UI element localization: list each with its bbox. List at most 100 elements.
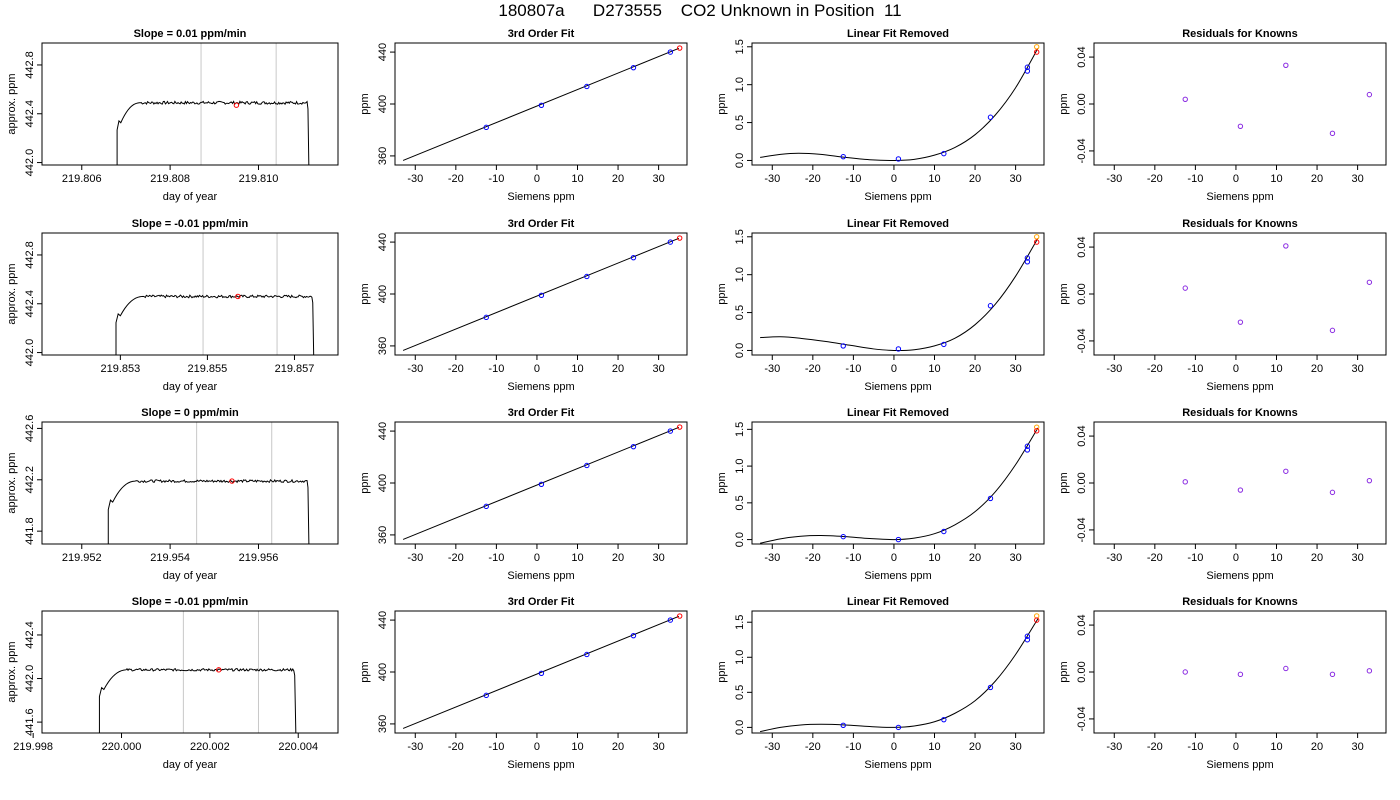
panel-title: 3rd Order Fit — [508, 28, 575, 40]
x-tick-label: 0 — [534, 173, 540, 185]
known-point — [667, 428, 674, 434]
y-axis-label: ppm — [359, 93, 371, 114]
x-tick-label: 30 — [1009, 552, 1021, 564]
x-tick-label: 219.808 — [150, 173, 190, 185]
panel-title: Residuals for Knowns — [1182, 407, 1298, 419]
fit-curve-line — [760, 618, 1039, 733]
fit-curve-line — [760, 238, 1039, 351]
known-point — [584, 651, 590, 658]
residual-point — [1237, 671, 1244, 678]
x-axis-label: Siemens ppm — [864, 570, 931, 582]
x-tick-label: -10 — [845, 363, 861, 375]
plot-area — [760, 424, 1040, 544]
panel-title: Residuals for Knowns — [1182, 28, 1298, 40]
residual-point — [1237, 487, 1244, 493]
known-point — [895, 536, 902, 543]
known-point — [483, 692, 489, 699]
y-tick-label: 442.2 — [24, 466, 36, 494]
plot-area — [402, 613, 683, 729]
y-tick-label: 441.8 — [24, 517, 36, 545]
known-point — [1024, 259, 1031, 265]
panel-title: Linear Fit Removed — [847, 28, 949, 40]
y-axis-label: ppm — [716, 93, 728, 114]
x-axis-label: Siemens ppm — [507, 570, 574, 582]
known-point — [1024, 447, 1031, 453]
x-tick-label: 20 — [612, 741, 624, 753]
plot-area — [402, 45, 683, 161]
panel-title: Slope = -0.01 ppm/min — [132, 218, 249, 230]
x-tick-label: 219.810 — [239, 173, 279, 185]
residual-point — [1237, 123, 1244, 129]
x-tick-label: 30 — [652, 552, 664, 564]
x-tick-label: 10 — [928, 741, 940, 753]
plot-frame — [751, 610, 1045, 734]
y-tick-label: 0.00 — [1076, 93, 1088, 114]
panel-title: Linear Fit Removed — [847, 407, 949, 419]
y-tick-label: -0.04 — [1076, 138, 1088, 163]
known-point — [1024, 64, 1031, 70]
y-tick-label: 1.0 — [734, 267, 746, 282]
x-tick-label: -20 — [1147, 552, 1163, 564]
y-axis-label: ppm — [1058, 661, 1070, 682]
x-tick-label: 10 — [571, 741, 583, 753]
x-tick-label: -20 — [448, 552, 464, 564]
x-tick-label: -30 — [764, 363, 780, 375]
x-axis-label: Siemens ppm — [507, 759, 574, 771]
y-tick-label: 442.4 — [24, 100, 36, 128]
mean-point — [229, 478, 235, 484]
x-tick-label: -20 — [448, 173, 464, 185]
x-tick-label: 219.952 — [62, 552, 102, 564]
panel-title: Residuals for Knowns — [1182, 218, 1298, 230]
x-tick-label: 30 — [1351, 741, 1363, 753]
x-tick-label: 0 — [1233, 552, 1239, 564]
known-point — [483, 124, 489, 131]
x-tick-label: 30 — [1351, 552, 1363, 564]
plot-area — [1182, 468, 1373, 496]
panel-0-1: 3rd Order Fit -30 -20 -10 0 10 20 30 360 400 440 Si… — [359, 28, 688, 203]
x-tick-label: 0 — [1233, 173, 1239, 185]
known-point — [630, 632, 637, 639]
residual-point — [1182, 479, 1188, 485]
y-tick-label: 360 — [377, 715, 389, 733]
fit-curve-line — [760, 427, 1039, 544]
known-point — [667, 239, 674, 245]
y-tick-label: -0.04 — [1076, 328, 1088, 353]
plot-frame — [41, 42, 339, 166]
known-point — [584, 273, 590, 280]
x-tick-label: 20 — [612, 552, 624, 564]
x-axis-label: Siemens ppm — [507, 191, 574, 203]
x-tick-label: 20 — [612, 173, 624, 185]
panel-0-0: Slope = 0.01 ppm/min 219.806 219.808 219.81… — [6, 28, 339, 203]
plot-area — [760, 234, 1040, 352]
plot-frame — [751, 232, 1045, 356]
residual-point — [1283, 468, 1289, 474]
panel-title: 3rd Order Fit — [508, 218, 575, 230]
unknown-point — [1034, 428, 1040, 434]
x-axis-label: day of year — [163, 191, 218, 203]
x-tick-label: 20 — [1311, 363, 1323, 375]
y-tick-label: 1.5 — [734, 39, 746, 54]
known-point — [987, 495, 994, 502]
plot-area — [1182, 243, 1373, 334]
x-tick-label: 220.000 — [102, 741, 142, 753]
x-tick-label: 219.998 — [13, 741, 53, 753]
unknown-point — [677, 424, 683, 430]
x-tick-label: -30 — [407, 173, 423, 185]
known-point — [987, 684, 994, 691]
plot-frame — [1093, 232, 1387, 356]
unknown-point — [677, 613, 683, 619]
x-axis-label: Siemens ppm — [864, 191, 931, 203]
y-tick-label: 440 — [377, 43, 389, 61]
y-tick-label: 441.6 — [24, 708, 36, 736]
y-axis-label: approx. ppm — [6, 452, 18, 513]
x-tick-label: 0 — [891, 173, 897, 185]
residual-point — [1182, 96, 1188, 103]
analyzer-trace-line — [115, 294, 315, 355]
y-axis-label: ppm — [716, 472, 728, 493]
analyzer-trace-line — [116, 100, 310, 165]
y-axis-label: ppm — [716, 661, 728, 682]
y-tick-label: 442.4 — [24, 621, 36, 649]
plot-area — [1182, 62, 1373, 137]
known-point — [840, 722, 846, 728]
